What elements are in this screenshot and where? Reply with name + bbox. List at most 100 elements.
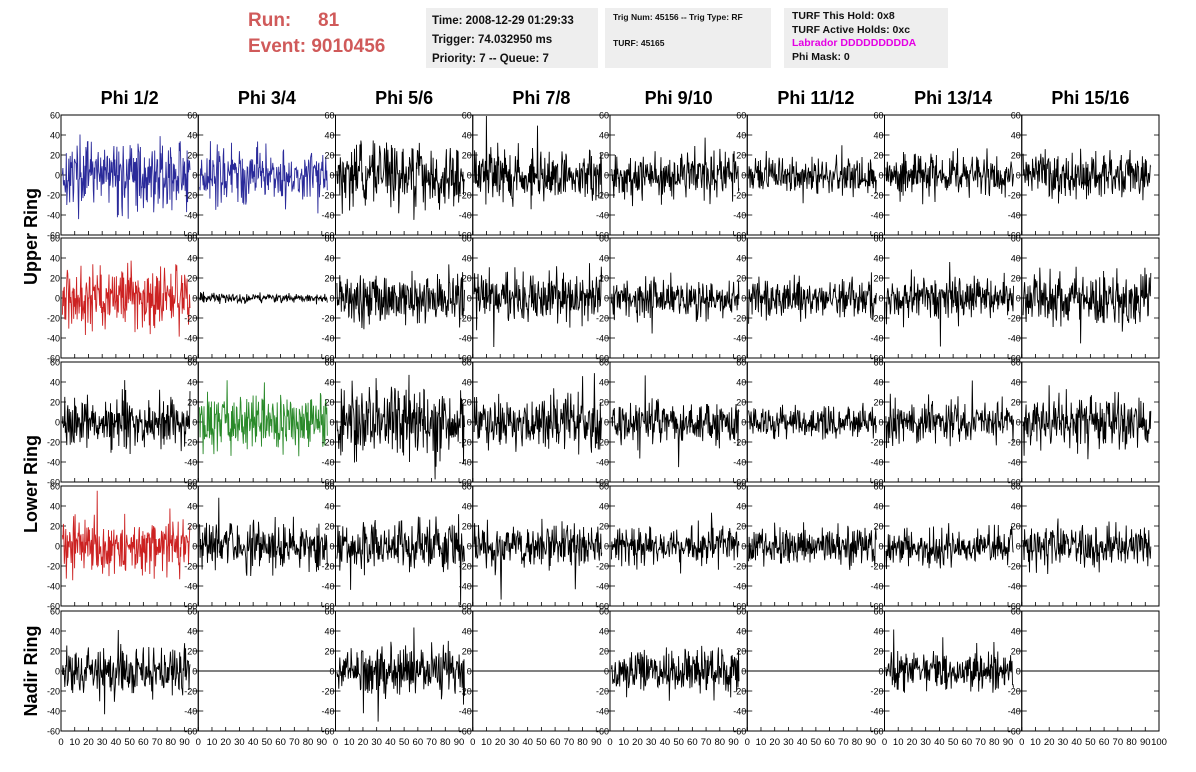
y-tick-label: -20 xyxy=(47,562,60,572)
y-tick-label: 0 xyxy=(329,667,334,677)
column-header: Phi 11/12 xyxy=(777,88,854,108)
y-tick-label: 20 xyxy=(187,522,197,532)
y-tick-label: -20 xyxy=(870,438,883,448)
y-tick-label: 60 xyxy=(50,482,60,492)
y-tick-label: 20 xyxy=(462,398,472,408)
x-tick-label: 30 xyxy=(646,737,657,748)
y-tick-label: 40 xyxy=(1011,627,1021,637)
y-tick-label: -20 xyxy=(733,687,746,697)
y-tick-label: 60 xyxy=(599,111,609,121)
x-tick-label: 80 xyxy=(715,737,726,748)
y-tick-label: -20 xyxy=(733,314,746,324)
y-tick-label: 60 xyxy=(1011,234,1021,244)
run-value: 81 xyxy=(318,10,340,31)
y-tick-label: -20 xyxy=(459,191,472,201)
y-tick-label: 20 xyxy=(736,151,746,161)
y-tick-label: 0 xyxy=(192,418,197,428)
y-tick-label: -40 xyxy=(47,211,60,221)
x-tick-label: 70 xyxy=(1113,737,1124,748)
x-tick-label: 40 xyxy=(934,737,945,748)
y-tick-label: 20 xyxy=(324,522,334,532)
y-tick-label: 20 xyxy=(324,398,334,408)
y-tick-label: -60 xyxy=(1008,727,1021,737)
x-tick-label: 0 xyxy=(333,737,338,748)
y-tick-label: 20 xyxy=(187,647,197,657)
waveform-trace xyxy=(336,140,465,220)
y-tick-label: -40 xyxy=(321,211,334,221)
y-tick-label: -20 xyxy=(184,438,197,448)
y-tick-label: -40 xyxy=(459,707,472,717)
x-tick-label: 80 xyxy=(166,737,177,748)
y-tick-label: -20 xyxy=(870,191,883,201)
y-tick-label: 20 xyxy=(873,522,883,532)
y-tick-label: 0 xyxy=(329,171,334,181)
x-tick-label: 90 xyxy=(1003,737,1014,748)
y-tick-label: -60 xyxy=(184,727,197,737)
x-tick-label: 60 xyxy=(824,737,835,748)
waveform-trace xyxy=(199,380,328,457)
y-tick-label: 60 xyxy=(50,607,60,617)
y-tick-label: 40 xyxy=(1011,254,1021,264)
waveform-trace xyxy=(61,380,191,455)
y-tick-label: 60 xyxy=(873,607,883,617)
y-tick-label: -20 xyxy=(870,562,883,572)
phi-mask-text: Phi Mask: 0 xyxy=(792,50,850,63)
y-tick-label: -40 xyxy=(459,458,472,468)
waveform-trace xyxy=(199,291,328,305)
y-tick-label: -60 xyxy=(459,478,472,488)
y-tick-label: 60 xyxy=(187,358,197,368)
y-tick-label: 20 xyxy=(324,647,334,657)
y-tick-label: 0 xyxy=(1016,542,1021,552)
x-tick-label: 50 xyxy=(262,737,273,748)
y-tick-label: -20 xyxy=(596,562,609,572)
x-tick-label: 90 xyxy=(591,737,602,748)
x-tick-label: 80 xyxy=(852,737,863,748)
x-tick-label: 90 xyxy=(316,737,327,748)
row-label: Nadir Ring xyxy=(21,625,41,716)
y-tick-label: -60 xyxy=(47,354,60,364)
x-tick-label: 60 xyxy=(138,737,149,748)
waveform-trace xyxy=(885,261,1014,347)
y-tick-label: 40 xyxy=(324,378,334,388)
y-tick-label: -60 xyxy=(459,727,472,737)
y-tick-label: 40 xyxy=(1011,378,1021,388)
x-tick-label: 0 xyxy=(196,737,201,748)
y-tick-label: -40 xyxy=(1008,707,1021,717)
turf-this-hold-text: TURF This Hold: 0x8 xyxy=(792,10,895,22)
y-tick-label: 60 xyxy=(736,234,746,244)
y-tick-label: 20 xyxy=(1011,398,1021,408)
x-tick-label: 50 xyxy=(399,737,410,748)
y-tick-label: -40 xyxy=(1008,582,1021,592)
x-tick-label: 30 xyxy=(783,737,794,748)
run-label: Run: xyxy=(248,10,292,31)
x-tick-label: 20 xyxy=(495,737,506,748)
y-tick-label: 0 xyxy=(467,294,472,304)
y-tick-label: -20 xyxy=(321,314,334,324)
y-tick-label: -60 xyxy=(733,478,746,488)
y-tick-label: -60 xyxy=(184,602,197,612)
y-tick-label: -20 xyxy=(321,438,334,448)
y-tick-label: 60 xyxy=(50,234,60,244)
y-tick-label: 40 xyxy=(599,131,609,141)
x-tick-label: 0 xyxy=(882,737,887,748)
y-tick-label: 60 xyxy=(462,234,472,244)
waveform-trace xyxy=(473,263,603,348)
y-tick-label: -40 xyxy=(184,582,197,592)
y-tick-label: -20 xyxy=(870,314,883,324)
y-tick-label: 0 xyxy=(329,418,334,428)
y-tick-label: -60 xyxy=(596,231,609,241)
y-tick-label: -40 xyxy=(733,458,746,468)
y-tick-label: 40 xyxy=(50,131,60,141)
y-tick-label: -20 xyxy=(321,191,334,201)
y-tick-label: -40 xyxy=(870,211,883,221)
x-tick-label: 60 xyxy=(550,737,561,748)
x-tick-label: 40 xyxy=(111,737,122,748)
y-tick-label: -20 xyxy=(321,562,334,572)
x-tick-label: 0 xyxy=(58,737,63,748)
y-tick-label: 60 xyxy=(873,234,883,244)
y-tick-label: 40 xyxy=(187,131,197,141)
trig-num-text: Trig Num: 45156 -- Trig Type: RF xyxy=(613,12,743,22)
x-tick-label: 60 xyxy=(962,737,973,748)
y-tick-label: -20 xyxy=(47,191,60,201)
x-tick-label: 90 xyxy=(865,737,876,748)
